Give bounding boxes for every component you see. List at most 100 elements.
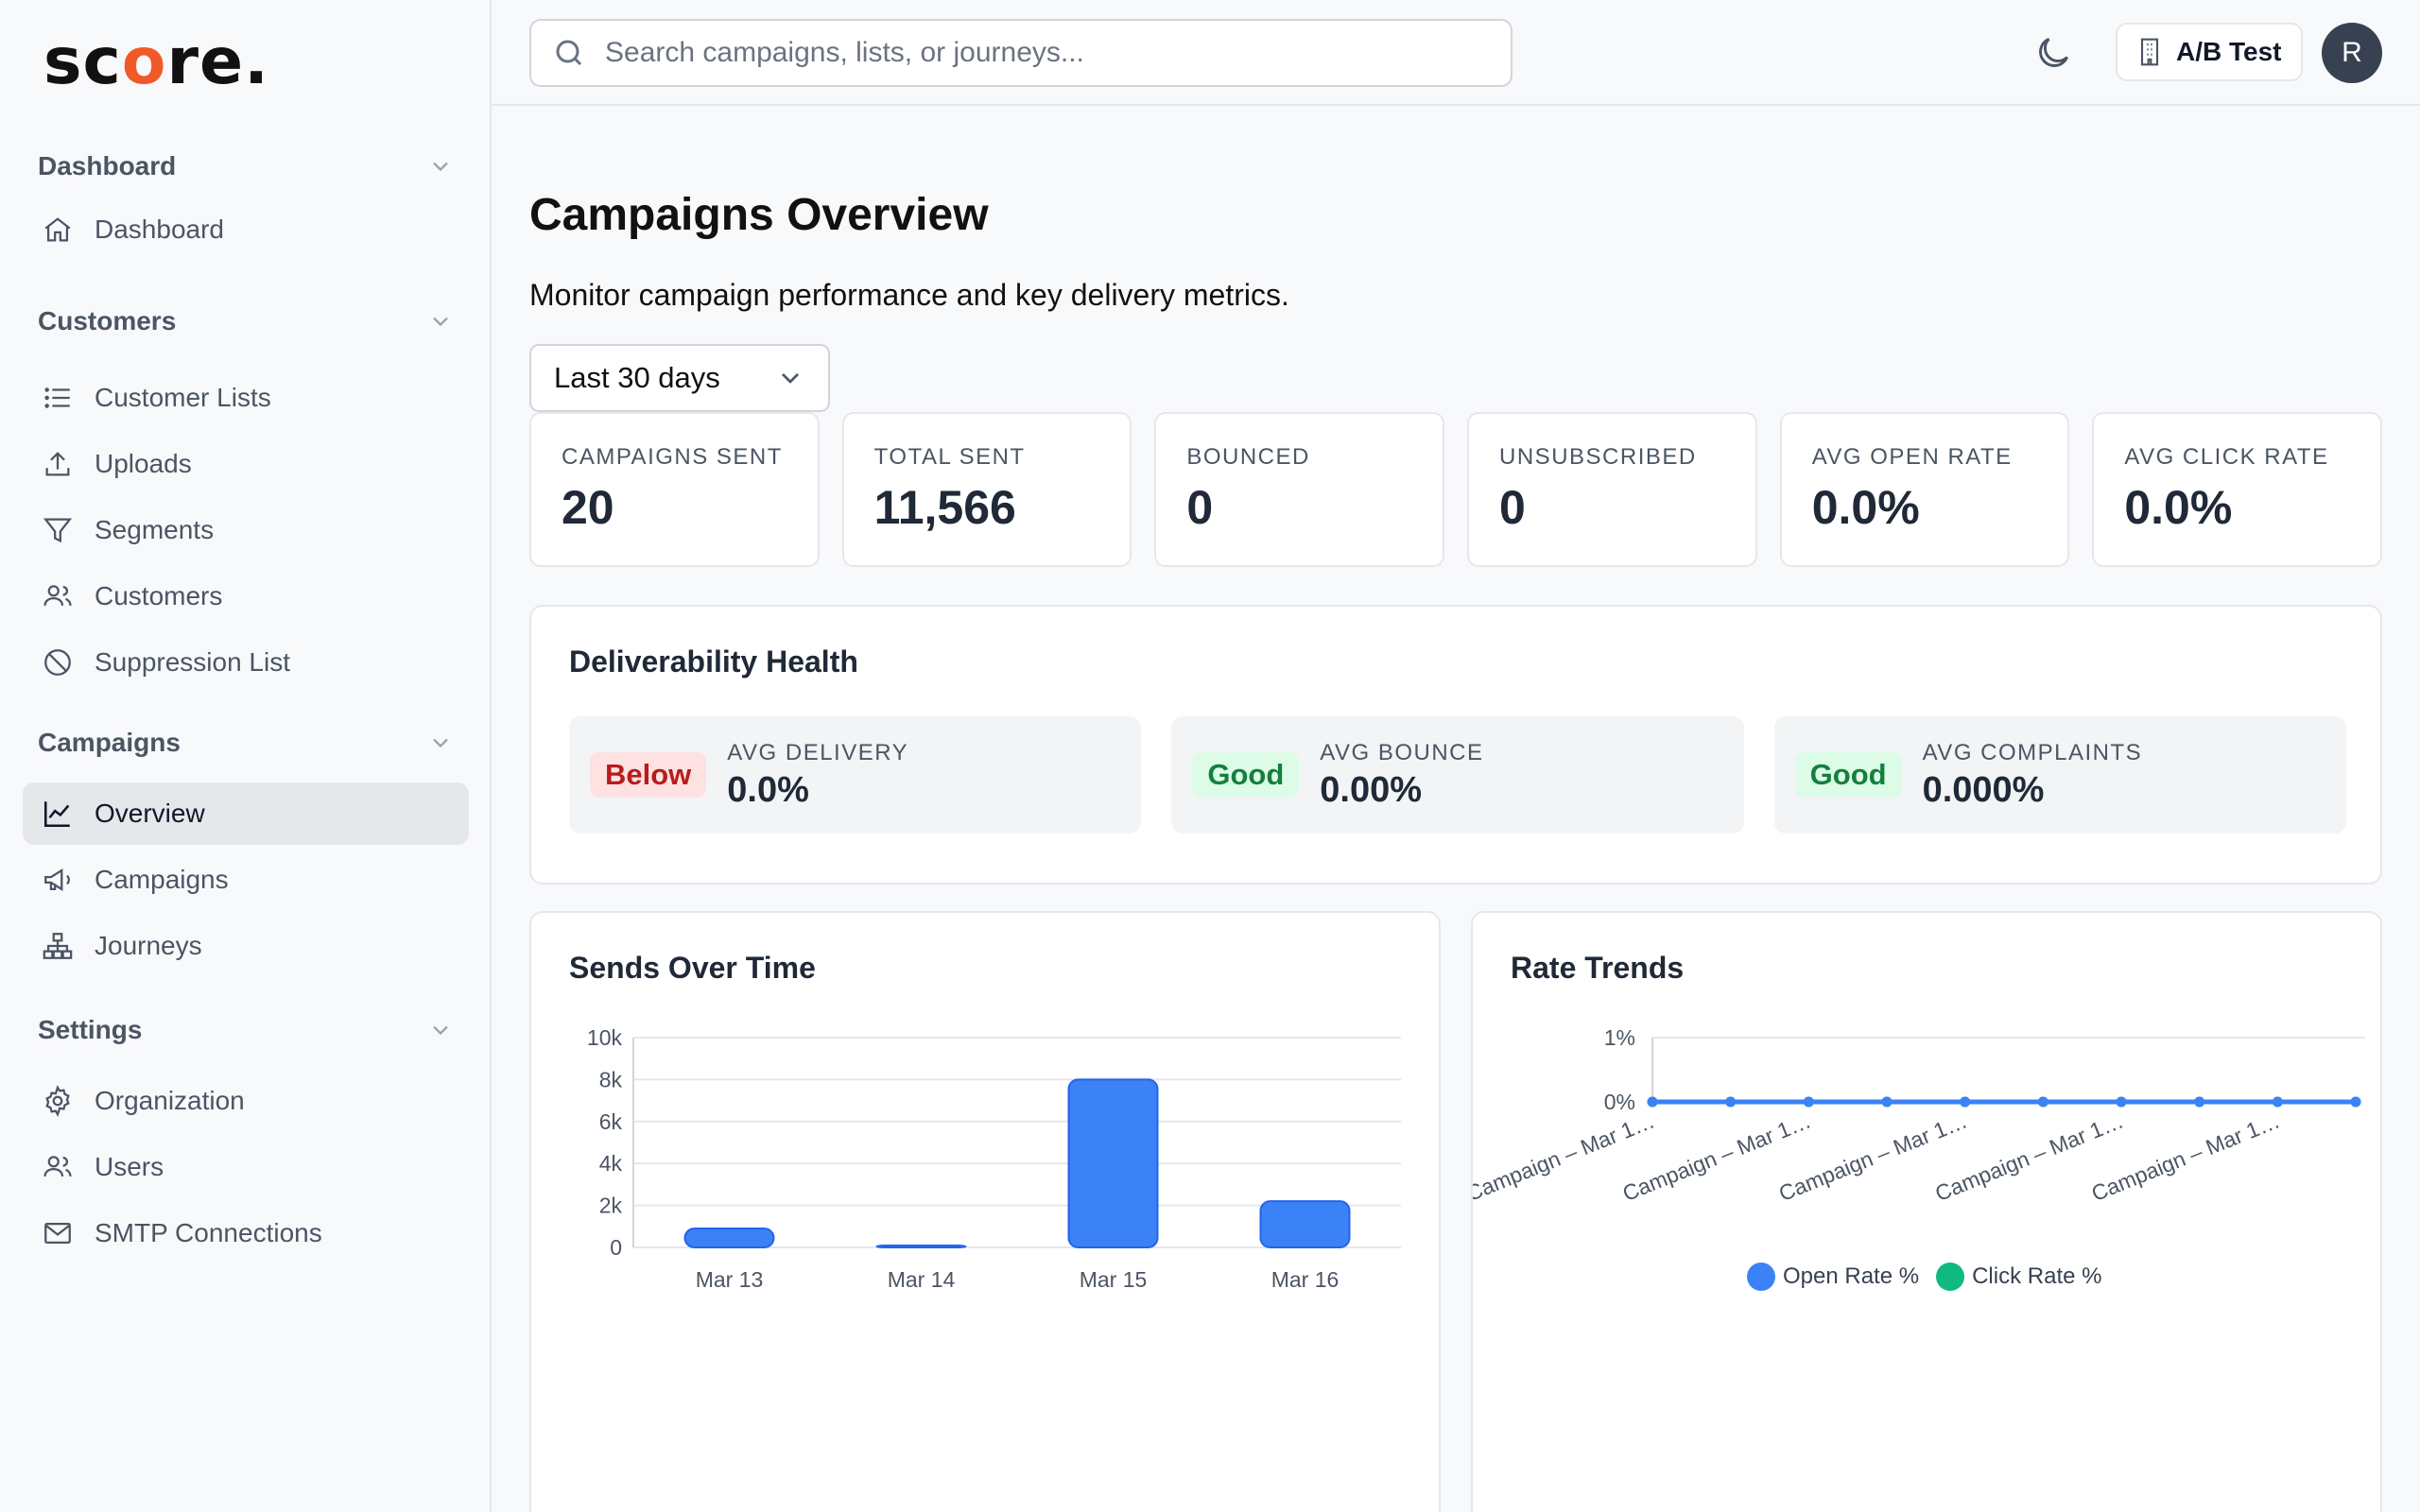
data-point[interactable] [1803, 1096, 1814, 1108]
y-tick-label: 8k [599, 1067, 623, 1091]
sidebar-item-users[interactable]: Users [23, 1136, 469, 1198]
health-item-complaints: Good AVG COMPLAINTS 0.000% [1773, 716, 2346, 833]
page-subtitle: Monitor campaign performance and key del… [529, 278, 1289, 312]
users-icon [43, 1156, 72, 1177]
y-tick-label: 10k [587, 1025, 623, 1050]
x-tick-label: Mar 16 [1271, 1267, 1340, 1292]
data-point[interactable] [1647, 1096, 1658, 1108]
sidebar-item-segments[interactable]: Segments [23, 499, 469, 561]
bar-mar-15[interactable] [1067, 1078, 1159, 1248]
bar-mar-14[interactable] [875, 1245, 967, 1248]
kpi-card-bounced: BOUNCED 0 [1154, 412, 1445, 567]
filter-icon [43, 518, 73, 543]
sidebar-item-journeys[interactable]: Journeys [23, 915, 469, 977]
rate-trends-card: Rate Trends 0% 1% Campaign – Mar 1… Campaig… [1471, 911, 2382, 1512]
group-toggle-campaigns[interactable]: Campaigns [0, 714, 492, 771]
kpi-card-total-sent: TOTAL SENT 11,566 [841, 412, 1132, 567]
data-point[interactable] [2272, 1096, 2283, 1108]
y-tick-label: 0% [1604, 1090, 1635, 1114]
bar-mar-13[interactable] [683, 1228, 775, 1248]
status-badge: Good [1192, 752, 1300, 798]
sidebar-item-organization[interactable]: Organization [23, 1070, 469, 1132]
kpi-card-avg-open-rate: AVG OPEN RATE 0.0% [1779, 412, 2070, 567]
bar-mar-16[interactable] [1259, 1200, 1351, 1249]
sidebar-item-uploads[interactable]: Uploads [23, 433, 469, 495]
x-tick-label: Mar 14 [888, 1267, 956, 1292]
users-icon [43, 585, 72, 607]
building-icon [2140, 38, 2159, 66]
data-point[interactable] [1725, 1096, 1737, 1108]
sitemap-icon [43, 933, 73, 959]
legend-item-open-rate[interactable]: Open Rate % [1747, 1263, 1919, 1291]
megaphone-icon [44, 868, 70, 891]
sidebar-item-dashboard[interactable]: Dashboard [23, 198, 469, 261]
top-bar: A/B Test R [492, 0, 2420, 106]
health-item-bounce: Good AVG BOUNCE 0.00% [1171, 716, 1744, 833]
organization-switcher-button[interactable]: A/B Test [2116, 23, 2303, 81]
search-input[interactable] [605, 37, 1456, 69]
search-box[interactable] [529, 19, 1512, 87]
group-toggle-customers[interactable]: Customers [0, 293, 492, 350]
nav-group-customers: Customers Customer Lists Uploads Segment… [0, 293, 492, 697]
group-toggle-dashboard[interactable]: Dashboard [0, 138, 492, 195]
y-tick-label: 6k [599, 1109, 623, 1134]
search-icon [556, 40, 582, 66]
kpi-card-unsubscribed: UNSUBSCRIBED 0 [1467, 412, 1757, 567]
chevron-down-icon [433, 317, 448, 327]
kpi-card-campaigns-sent: CAMPAIGNS SENT 20 [529, 412, 820, 567]
y-tick-label: 2k [599, 1194, 623, 1218]
chart-legend: Open Rate % Click Rate % [1747, 1263, 2101, 1291]
main-content: Campaigns Overview Monitor campaign perf… [492, 106, 2420, 1512]
sidebar-item-campaigns[interactable]: Campaigns [23, 849, 469, 911]
list-icon [44, 387, 70, 408]
sidebar-item-customer-lists[interactable]: Customer Lists [23, 367, 469, 429]
data-point[interactable] [1960, 1096, 1971, 1108]
card-title: Rate Trends [1511, 951, 1685, 985]
data-point[interactable] [2350, 1096, 2361, 1108]
y-tick-label: 1% [1604, 1025, 1635, 1050]
legend-item-click-rate[interactable]: Click Rate % [1936, 1263, 2101, 1291]
brand-logo[interactable]: score. [43, 25, 270, 99]
sends-bar-chart: 0 2k 4k 6k 8k 10k Mar 13 Mar 14 Mar 15 Mar 16 [587, 1025, 1401, 1292]
data-point[interactable] [2037, 1096, 2048, 1108]
page-title: Campaigns Overview [529, 190, 989, 240]
nav-group-dashboard: Dashboard Dashboard [0, 138, 492, 265]
chevron-down-icon [433, 1025, 448, 1036]
chevron-down-icon [782, 373, 799, 384]
date-range-select[interactable]: Last 30 days [529, 344, 830, 412]
kpi-card-avg-click-rate: AVG CLICK RATE 0.0% [2092, 412, 2383, 567]
mail-icon [44, 1222, 71, 1245]
x-tick-label: Mar 13 [696, 1267, 764, 1292]
sidebar-item-suppression-list[interactable]: Suppression List [23, 631, 469, 694]
chevron-down-icon [433, 162, 448, 172]
home-icon [44, 217, 71, 242]
chevron-down-icon [433, 738, 448, 748]
nav-group-campaigns: Campaigns Overview Campaigns Journeys [0, 714, 492, 981]
kpi-row: CAMPAIGNS SENT 20 TOTAL SENT 11,566 BOUNCE… [529, 412, 2383, 567]
deliverability-health-card: Deliverability Health Below AVG DELIVERY… [529, 605, 2382, 885]
group-toggle-settings[interactable]: Settings [0, 1002, 492, 1058]
card-title: Deliverability Health [569, 644, 858, 679]
card-title: Sends Over Time [569, 951, 816, 985]
data-point[interactable] [1881, 1096, 1893, 1108]
y-tick-label: 0 [610, 1235, 622, 1260]
status-badge: Good [1794, 752, 1902, 798]
gear-icon [45, 1085, 70, 1117]
x-tick-label: Mar 15 [1080, 1267, 1148, 1292]
status-badge: Below [590, 752, 707, 798]
y-tick-label: 4k [599, 1151, 623, 1176]
sends-over-time-card: Sends Over Time 0 2k 4k 6k 8k 10k Mar 13 Mar 14… [529, 911, 1441, 1512]
sidebar-item-customers[interactable]: Customers [23, 565, 469, 627]
data-point[interactable] [2194, 1096, 2205, 1108]
user-avatar[interactable]: R [2322, 23, 2382, 83]
sidebar-item-overview[interactable]: Overview [23, 782, 469, 845]
health-item-delivery: Below AVG DELIVERY 0.0% [569, 716, 1142, 833]
data-point[interactable] [2116, 1096, 2127, 1108]
sidebar-item-smtp-connections[interactable]: SMTP Connections [23, 1202, 469, 1264]
sidebar: score. Dashboard Dashboard Customers Cus… [0, 0, 492, 1512]
chart-line-icon [43, 801, 70, 828]
nav-group-settings: Settings Organization Users SMTP Connect… [0, 1002, 492, 1268]
ban-icon [44, 649, 71, 676]
upload-icon [45, 452, 70, 476]
moon-icon[interactable] [2032, 32, 2074, 74]
